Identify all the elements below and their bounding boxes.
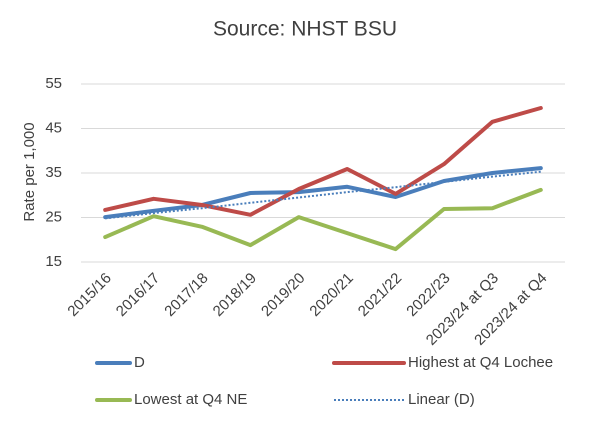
y-tick-label: 35 — [45, 164, 62, 181]
x-tick-label: 2017/18 — [161, 270, 211, 320]
series-line — [103, 187, 543, 252]
legend-label: D — [134, 354, 145, 371]
legend-label: Lowest at Q4 NE — [134, 391, 247, 408]
x-tick-label: 2015/16 — [64, 270, 114, 320]
legend-label: Linear (D) — [408, 391, 475, 408]
x-tick-label: 2020/21 — [306, 270, 356, 320]
y-tick-label: 25 — [45, 208, 62, 225]
y-axis-label: Rate per 1,000 — [21, 122, 38, 221]
series-line — [103, 166, 543, 220]
y-tick-label: 15 — [45, 253, 62, 270]
x-tick-label: 2016/17 — [113, 270, 163, 320]
legend-label: Highest at Q4 Lochee — [408, 354, 553, 371]
series-line — [103, 106, 543, 217]
x-tick-label: 2021/22 — [355, 270, 405, 320]
y-tick-label: 55 — [45, 75, 62, 92]
x-tick-label: 2018/19 — [210, 270, 260, 320]
x-tick-label: 2019/20 — [258, 270, 308, 320]
y-tick-label: 45 — [45, 119, 62, 136]
chart-title: Source: NHST BSU — [213, 18, 397, 41]
series-line — [105, 170, 541, 220]
